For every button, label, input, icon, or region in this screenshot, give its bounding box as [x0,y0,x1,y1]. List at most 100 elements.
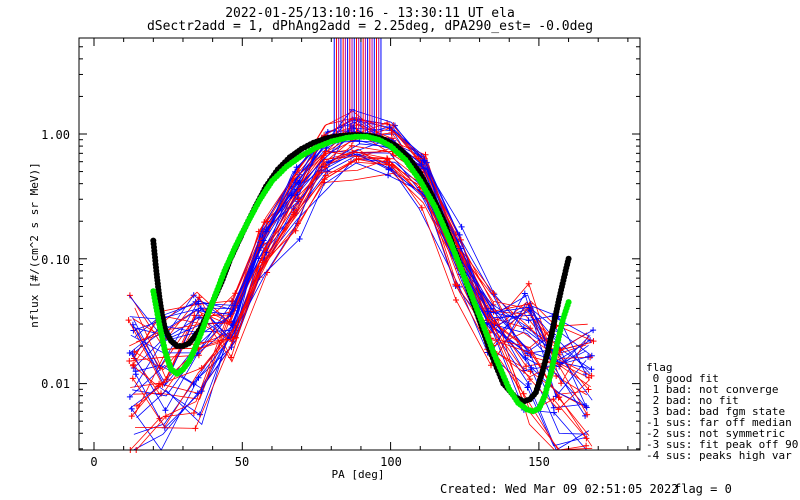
data-point-marker [133,402,140,409]
data-point-marker [523,363,530,370]
data-point-marker [590,338,597,345]
fit-curves [150,132,572,415]
data-trace [136,153,590,451]
data-point-marker [349,149,356,156]
data-point-marker [353,156,360,163]
x-tick-label-50: 50 [235,455,249,469]
data-point-marker [422,151,429,158]
y-tick-label-0p10: 0.10 [41,253,70,267]
legend-entry-5: -2 sus: not symmetric [646,427,785,440]
flag-value: flag = 0 [674,482,732,496]
data-point-marker [484,316,491,323]
data-point-marker [126,350,133,356]
data-point-marker [552,393,559,400]
data-point-marker [196,314,202,321]
axis-ticks [79,38,640,450]
data-point-marker [388,129,395,136]
data-point-marker [126,358,133,364]
data-trace [132,158,588,415]
data-point-marker [521,290,528,297]
data-point-marker [528,350,535,357]
data-point-marker [583,442,590,449]
data-point-marker [292,227,299,234]
data-point-marker [588,372,595,379]
legend-title: flag [646,361,673,374]
legend-entry-3: 3 bad: bad fgm state [646,405,785,418]
data-point-marker [453,297,459,303]
data-point-marker [257,244,264,251]
data-point-marker [296,196,303,203]
data-point-marker [585,386,592,393]
data-point-marker [126,393,133,400]
data-point-marker [588,366,595,373]
data-point-marker [385,166,392,173]
data-point-marker [125,317,132,324]
data-point-marker [525,380,532,387]
data-trace [132,130,593,401]
data-point-marker [226,319,233,326]
data-point-marker [296,236,303,242]
legend-entry-6: -3 sus: fit peak off 90 [646,438,798,451]
data-point-marker [233,334,239,341]
data-point-marker [421,157,428,164]
y-tick-label-1p00: 1.00 [41,128,70,142]
data-point-marker [128,413,135,420]
data-point-marker [196,411,203,418]
data-point-marker [228,297,235,304]
legend-entry-0: 0 good fit [646,372,719,385]
data-point-marker [198,365,205,371]
data-point-marker [129,351,136,358]
data-point-marker [129,362,136,369]
data-point-marker [264,218,271,225]
data-point-marker [388,162,395,169]
data-point-marker [196,294,203,301]
data-point-marker [288,192,295,199]
data-point-marker [198,388,205,395]
data-point-marker [384,156,391,163]
legend: flag 0 good fit 1 bad: not converge 2 ba… [646,361,798,462]
data-point-marker [190,410,197,416]
data-point-marker [491,319,498,326]
data-point-marker [293,164,300,171]
data-point-marker [525,317,532,324]
chart-subtitle: dSectr2add = 1, dPhAng2add = 2.25deg, dP… [147,19,593,34]
data-point-marker [197,305,204,312]
data-point-marker [126,292,133,299]
data-point-marker [291,209,298,216]
fit-curve-green-dot [565,299,572,306]
data-point-marker [385,172,392,179]
data-point-marker [584,411,591,418]
data-point-marker [524,384,531,391]
data-trace [128,162,587,375]
data-trace [136,147,588,396]
data-point-marker [132,371,139,378]
data-point-marker [528,364,535,371]
data-point-marker [520,325,527,332]
plot-data [125,38,597,453]
data-point-marker [418,204,425,211]
legend-entry-7: -4 sus: peaks high var [646,449,792,462]
y-tick-label-0p01: 0.01 [41,377,70,391]
data-point-marker [550,404,557,411]
x-tick-label-150: 150 [528,455,550,469]
plot-frame [78,37,641,451]
data-point-marker [452,281,459,288]
data-point-marker [228,354,235,361]
data-point-marker [322,172,329,179]
data-point-marker [555,406,562,413]
data-point-marker [556,394,563,400]
data-point-marker [155,383,162,390]
data-point-marker [558,380,565,387]
chart-title: 2022-01-25/13:10:16 - 13:30:11 UT ela [225,6,515,21]
legend-entry-1: 1 bad: not converge [646,383,778,396]
data-point-marker [324,168,331,175]
x-tick-label-100: 100 [380,455,402,469]
data-point-marker [192,425,199,432]
data-point-marker [129,375,136,382]
data-point-marker [387,125,394,132]
legend-entry-4: -1 sus: far off median [646,416,792,429]
data-trace [131,153,588,451]
legend-entry-2: 2 bad: no fit [646,394,739,407]
fit-curve-black-dot [565,255,572,262]
